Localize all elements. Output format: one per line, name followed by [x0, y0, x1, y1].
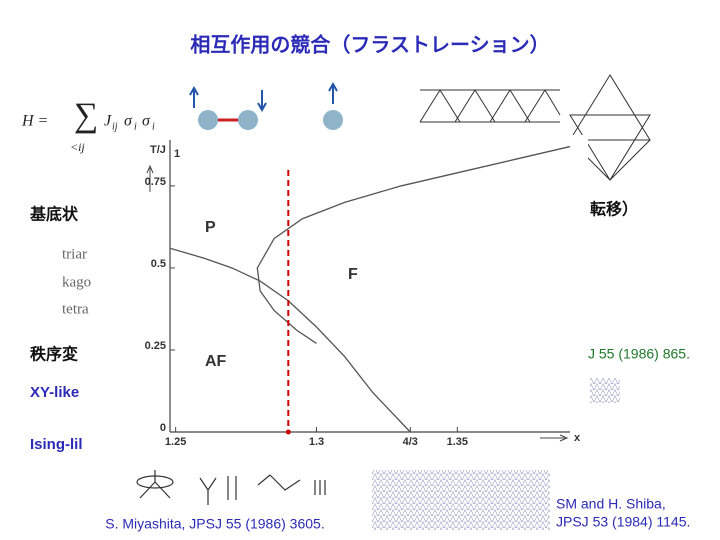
y-axis-label: T/J [150, 144, 166, 156]
formula: J [104, 113, 112, 130]
triangular-lattice [419, 89, 561, 123]
lattice-snapshot [590, 378, 620, 403]
axis-arrow [540, 434, 569, 442]
title: 相互作用の競合（フラストレーション） [190, 33, 549, 57]
xy-like: XY-like [30, 384, 79, 401]
ground-state: 基底状 [29, 205, 79, 224]
region-label: P [205, 219, 216, 236]
axis-arrow [146, 164, 154, 192]
y-tick-label: 0.75 [145, 176, 166, 188]
y-tick-label: 0.25 [145, 340, 166, 352]
x-tick-label: 4/3 [403, 436, 418, 448]
lattice-name: tetra [62, 301, 89, 317]
y-tick-label: 0.5 [151, 258, 166, 270]
reference-dot [285, 429, 291, 435]
formula: H = [21, 113, 48, 130]
formula: σ [124, 113, 133, 130]
reference: JPSJ 53 (1984) 1145. [556, 514, 690, 530]
formula: <ij [70, 140, 85, 154]
formula: ij [112, 121, 118, 132]
lattice-snapshot [372, 470, 550, 530]
formula: i [134, 121, 137, 132]
x-tick-label: 1.35 [447, 436, 468, 448]
y-tick-label: 0 [160, 422, 166, 434]
formula: σ [142, 113, 151, 130]
phase-diagram-panel [118, 135, 588, 461]
region-label: AF [205, 353, 227, 370]
spin-pair [189, 81, 343, 130]
x-tick-label: 1.3 [309, 436, 324, 448]
reference: SM and H. Shiba, [556, 496, 666, 512]
formula: ∑ [74, 97, 98, 134]
transition-tail: 転移） [590, 200, 638, 219]
y-axis-label: 1 [174, 148, 180, 160]
spin-icons [136, 470, 326, 505]
x-axis-label: x [574, 432, 581, 444]
reference: S. Miyashita, JPSJ 55 (1986) 3605. [105, 516, 324, 532]
lattice-name: triar [62, 246, 87, 262]
phase-boundary [256, 145, 571, 344]
x-tick-label: 1.25 [165, 436, 186, 448]
phase-diagram: T/J 1 x P F AF 0 0.25 0.5 0.75 1.25 1.3 4/3 1.3… [145, 140, 581, 448]
region-label: F [348, 266, 358, 283]
formula: i [152, 121, 155, 132]
order-change: 秩序変 [30, 345, 78, 364]
ising-like: Ising-lil [30, 436, 83, 453]
lattice-name: kago [62, 274, 91, 290]
reference: J 55 (1986) 865. [588, 346, 690, 362]
